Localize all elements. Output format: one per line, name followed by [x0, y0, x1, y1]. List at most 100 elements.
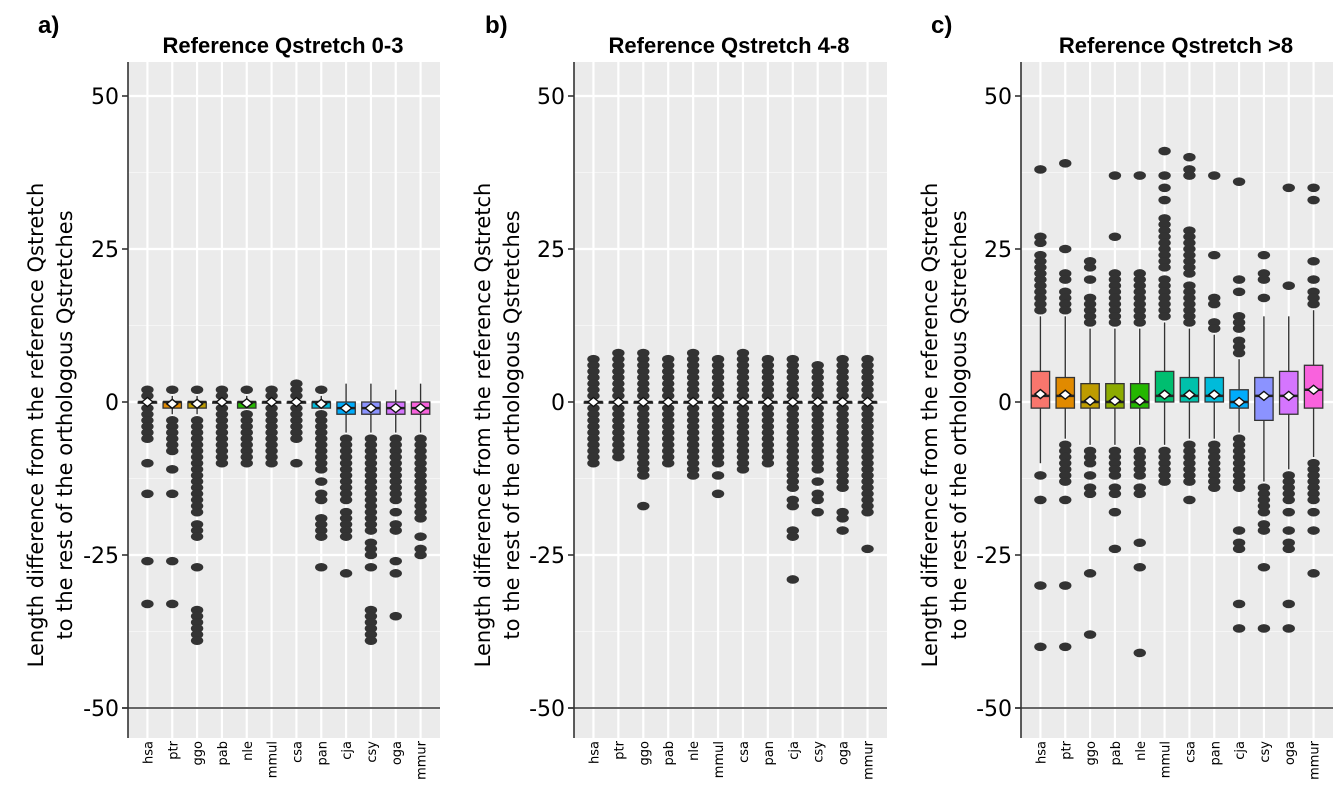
outlier-point: [786, 416, 799, 425]
outlier-point: [1232, 348, 1246, 358]
outlier-point: [786, 422, 799, 431]
outlier-point: [1183, 250, 1196, 260]
outlier-point: [836, 422, 849, 431]
outlier-point: [1208, 465, 1221, 474]
x-tick-label: oga: [390, 741, 405, 765]
outlier-point: [1158, 471, 1171, 480]
outlier-point: [1257, 293, 1271, 303]
outlier-point: [1307, 507, 1320, 517]
outlier-point: [190, 605, 204, 615]
mean-marker: [264, 396, 279, 408]
outlier-point: [1034, 256, 1047, 266]
outlier-point: [1282, 526, 1295, 535]
outlier-point: [1059, 471, 1072, 480]
outlier-point: [414, 507, 427, 517]
outlier-point: [1133, 293, 1146, 303]
outlier-point: [811, 465, 824, 474]
outlier-point: [414, 477, 427, 486]
outlier-point: [364, 489, 378, 499]
outlier-point: [711, 403, 725, 413]
outlier-point: [166, 422, 179, 431]
outlier-point: [1158, 281, 1171, 291]
outlier-point: [637, 360, 650, 370]
outlier-point: [811, 440, 824, 450]
outlier-point: [1108, 312, 1122, 321]
y-axis-label-line2: to the rest of the orthologous Qstretche…: [500, 210, 524, 639]
outlier-point: [637, 471, 650, 480]
outlier-point: [786, 434, 799, 444]
x-tick-label: mmur: [415, 740, 430, 780]
outlier-point: [637, 354, 650, 364]
outlier-point: [364, 446, 378, 456]
outlier-point: [1133, 489, 1146, 499]
panel-label: b): [485, 12, 508, 39]
outlier-point: [587, 379, 600, 388]
outlier-point: [612, 422, 625, 431]
outlier-point: [1257, 507, 1271, 517]
box-csy: [1254, 250, 1274, 633]
outlier-point: [711, 416, 725, 425]
outlier-point: [1307, 465, 1320, 474]
x-tick-label: ggo: [1084, 741, 1099, 766]
outlier-point: [686, 379, 700, 388]
y-axis-label-line1: Length difference from the reference Qst…: [24, 183, 48, 668]
outlier-point: [1282, 471, 1295, 480]
outlier-point: [1232, 538, 1246, 548]
box-pab: [212, 385, 232, 468]
outlier-point: [836, 428, 849, 437]
outlier-point: [1158, 263, 1171, 272]
outlier-point: [290, 391, 303, 401]
outlier-point: [1083, 489, 1097, 499]
outlier-point: [736, 458, 750, 468]
outlier-point: [587, 385, 600, 395]
outlier-point: [1183, 269, 1196, 278]
box-ggo: [187, 385, 207, 645]
outlier-point: [166, 385, 179, 395]
panel-title: Reference Qstretch 0-3: [163, 33, 404, 58]
outlier-point: [836, 526, 849, 535]
outlier-point: [1034, 471, 1047, 480]
outlier-point: [141, 434, 154, 444]
outlier-point: [786, 501, 799, 511]
mean-marker: [289, 396, 304, 408]
outlier-point: [786, 532, 799, 541]
outlier-point: [1232, 599, 1246, 609]
outlier-point: [1108, 489, 1122, 499]
outlier-point: [265, 409, 278, 419]
outlier-point: [1183, 440, 1196, 450]
outlier-point: [265, 440, 278, 450]
outlier-point: [1257, 275, 1271, 284]
outlier-point: [1083, 293, 1097, 303]
box-ptr: [608, 348, 629, 462]
x-tick-label: pab: [1109, 741, 1124, 765]
outlier-point: [414, 550, 427, 560]
x-tick-label: mmur: [1308, 740, 1323, 780]
mean-marker: [389, 402, 403, 414]
outlier-point: [1158, 299, 1171, 309]
outlier-point: [1183, 495, 1196, 505]
outlier-point: [686, 367, 700, 376]
outlier-point: [861, 373, 874, 382]
outlier-point: [190, 636, 204, 645]
outlier-point: [1208, 250, 1221, 260]
outlier-point: [190, 611, 204, 621]
outlier-point: [861, 440, 874, 450]
box-mmul: [261, 385, 282, 468]
outlier-point: [786, 575, 799, 584]
outlier-point: [1083, 452, 1097, 462]
outlier-point: [612, 385, 625, 395]
outlier-point: [265, 422, 278, 431]
outlier-point: [389, 471, 402, 480]
outlier-point: [1282, 477, 1295, 486]
outlier-point: [215, 428, 229, 437]
outlier-point: [1158, 446, 1171, 456]
outlier-point: [364, 618, 378, 627]
box-csa: [286, 379, 307, 468]
outlier-point: [414, 452, 427, 462]
outlier-point: [662, 367, 675, 376]
outlier-point: [1083, 275, 1097, 284]
outlier-point: [1034, 287, 1047, 297]
mean-marker: [1108, 395, 1122, 407]
outlier-point: [315, 520, 328, 529]
